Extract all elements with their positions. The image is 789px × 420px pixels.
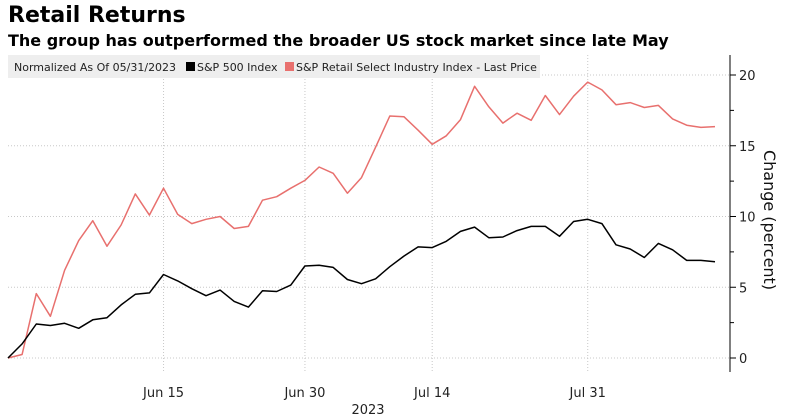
x-ticks: Jun 15 Jun 30 Jul 14 Jul 31 (142, 386, 606, 401)
y-tick-label: 20 (739, 69, 756, 84)
x-tick-label: Jun 15 (142, 386, 184, 401)
legend-background (8, 55, 540, 78)
legend-label-sp500: S&P 500 Index (197, 61, 278, 74)
x-tick-label: Jul 14 (413, 386, 450, 401)
y-tick-label: 5 (739, 281, 747, 296)
chart-title: Retail Returns (8, 3, 186, 28)
series-line-sp500 (7, 218, 716, 359)
series-lines (7, 81, 716, 359)
y-tick-label: 0 (739, 352, 747, 367)
grid (8, 55, 730, 372)
legend-label-retail: S&P Retail Select Industry Index - Last … (296, 61, 537, 74)
y-axis-label: Change (percent) (760, 150, 779, 290)
chart-subtitle: The group has outperformed the broader U… (8, 31, 669, 50)
y-ticks: 0 5 10 15 20 (730, 69, 756, 367)
x-tick-label: Jun 30 (283, 386, 325, 401)
legend-note: Normalized As Of 05/31/2023 (14, 61, 176, 74)
x-year-label: 2023 (351, 403, 384, 418)
legend: Normalized As Of 05/31/2023 S&P 500 Inde… (14, 61, 537, 74)
legend-swatch-retail (285, 62, 294, 71)
legend-swatch-sp500 (186, 62, 195, 71)
x-tick-label: Jul 31 (569, 386, 606, 401)
series-line-retail (7, 81, 716, 359)
y-tick-label: 15 (739, 140, 756, 155)
y-tick-label: 10 (739, 211, 756, 226)
